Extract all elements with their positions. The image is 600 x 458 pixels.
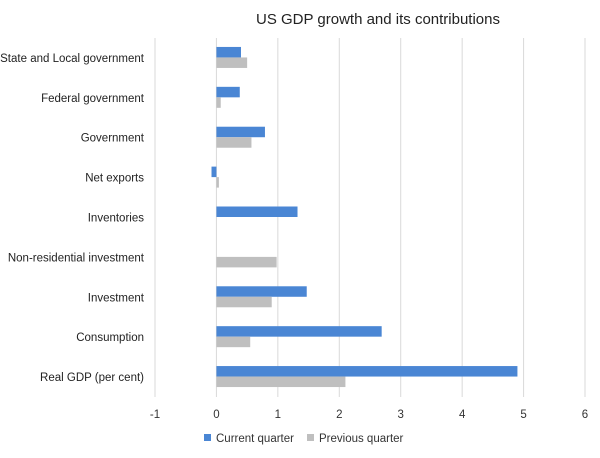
legend: Current quarter Previous quarter [204,433,404,445]
category-labels: State and Local government Federal govern… [0,53,145,384]
bar-previous-quarter [216,336,251,348]
category-label: Federal government [41,93,145,105]
bar-current-quarter [216,86,240,98]
bar-previous-quarter [216,177,219,188]
legend-label: Current quarter [216,433,294,445]
legend-swatch [307,434,314,441]
x-tick-label: -1 [150,409,160,421]
x-tick-label: 1 [275,409,281,421]
category-label: State and Local government [0,53,145,65]
chart-title: US GDP growth and its contributions [256,11,500,28]
category-label: Real GDP (per cent) [40,372,144,384]
legend-swatch [204,434,211,441]
bar-current-quarter [216,366,518,377]
category-label: Net exports [85,173,144,185]
bar-previous-quarter [216,376,346,388]
x-tick-labels: -1 0 1 2 3 4 5 6 [150,409,588,421]
category-label: Non-residential investment [8,252,145,264]
x-tick-label: 3 [398,409,404,421]
bars [211,46,518,388]
category-label: Investment [88,292,145,304]
x-tick-label: 0 [213,409,219,421]
x-tick-label: 2 [336,409,342,421]
bar-previous-quarter [216,256,277,268]
bar-current-quarter [216,46,241,58]
bar-previous-quarter [216,137,252,148]
x-tick-label: 4 [459,409,466,421]
category-label: Consumption [76,332,144,344]
legend-label: Previous quarter [319,433,404,445]
bar-current-quarter [216,206,298,217]
bar-current-quarter [216,326,382,337]
bar-current-quarter [216,126,265,138]
bar-previous-quarter [216,57,248,68]
bar-previous-quarter [216,97,221,108]
bar-previous-quarter [216,296,272,308]
x-tick-label: 5 [520,409,526,421]
category-label: Inventories [88,213,145,225]
x-tick-label: 6 [582,409,588,421]
category-label: Government [81,133,145,145]
bar-current-quarter [216,286,307,297]
bar-current-quarter [211,166,217,178]
